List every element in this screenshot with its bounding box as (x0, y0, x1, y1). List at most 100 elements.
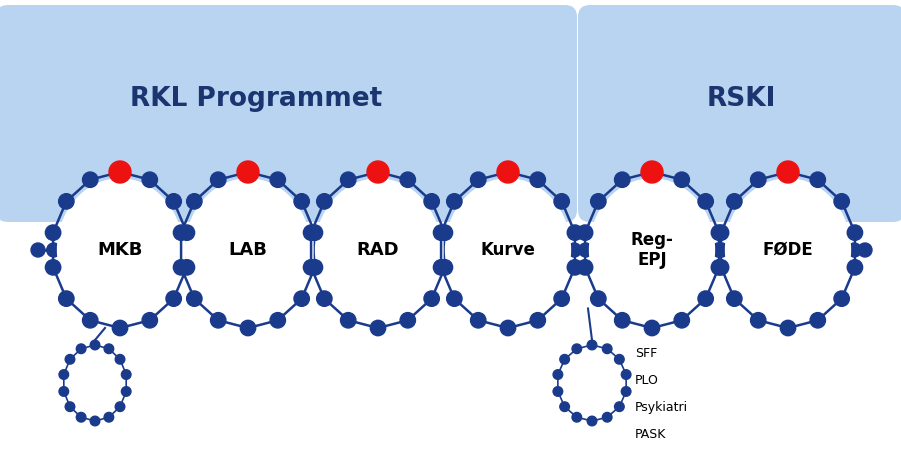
Circle shape (241, 164, 256, 179)
Circle shape (711, 259, 726, 275)
Circle shape (591, 193, 606, 209)
Circle shape (603, 344, 612, 353)
Text: MKB: MKB (97, 241, 142, 259)
Ellipse shape (185, 178, 311, 322)
Circle shape (560, 354, 569, 364)
Circle shape (644, 320, 660, 336)
Circle shape (316, 193, 332, 209)
Circle shape (115, 402, 125, 412)
Circle shape (834, 193, 850, 209)
Circle shape (31, 243, 45, 257)
Text: RSKI: RSKI (706, 86, 776, 112)
Circle shape (307, 259, 323, 275)
Circle shape (858, 243, 872, 257)
Circle shape (530, 312, 545, 328)
Circle shape (711, 225, 726, 240)
Circle shape (341, 312, 356, 328)
Circle shape (530, 172, 545, 187)
Circle shape (47, 243, 60, 257)
Text: Reg-
EPJ: Reg- EPJ (631, 231, 673, 269)
Circle shape (834, 291, 850, 306)
Circle shape (847, 225, 862, 240)
Circle shape (470, 172, 486, 187)
Circle shape (166, 193, 181, 209)
Circle shape (553, 370, 563, 379)
Circle shape (307, 225, 323, 240)
Circle shape (674, 312, 689, 328)
Text: PASK: PASK (635, 427, 667, 440)
Circle shape (726, 193, 742, 209)
Circle shape (294, 193, 309, 209)
Ellipse shape (67, 350, 123, 417)
Circle shape (568, 225, 583, 240)
Circle shape (711, 243, 725, 257)
Circle shape (714, 243, 729, 257)
Circle shape (847, 243, 861, 257)
Circle shape (122, 387, 131, 396)
Circle shape (554, 193, 569, 209)
Circle shape (166, 291, 181, 306)
Circle shape (83, 172, 98, 187)
Text: RKL Programmet: RKL Programmet (131, 86, 383, 112)
Circle shape (142, 172, 158, 187)
Circle shape (644, 164, 660, 179)
Circle shape (777, 161, 799, 183)
Circle shape (751, 312, 766, 328)
Circle shape (179, 225, 195, 240)
Circle shape (437, 225, 452, 240)
Circle shape (105, 344, 114, 353)
Circle shape (316, 291, 332, 306)
Circle shape (603, 412, 612, 422)
Circle shape (65, 402, 75, 412)
Circle shape (698, 291, 714, 306)
Circle shape (173, 225, 189, 240)
Circle shape (497, 161, 519, 183)
Circle shape (714, 259, 729, 275)
Circle shape (142, 312, 158, 328)
Circle shape (304, 225, 319, 240)
Circle shape (568, 243, 581, 257)
Circle shape (115, 354, 125, 364)
Circle shape (433, 259, 449, 275)
Circle shape (847, 259, 862, 275)
Circle shape (45, 225, 60, 240)
Circle shape (622, 370, 631, 379)
Text: RAD: RAD (357, 241, 399, 259)
Circle shape (370, 320, 386, 336)
Circle shape (714, 225, 729, 240)
Circle shape (179, 259, 195, 275)
Circle shape (90, 416, 100, 426)
Circle shape (614, 172, 630, 187)
Text: Kurve: Kurve (480, 241, 535, 259)
Ellipse shape (589, 178, 715, 322)
Circle shape (447, 193, 462, 209)
Circle shape (447, 291, 462, 306)
Circle shape (578, 225, 593, 240)
Circle shape (122, 370, 131, 379)
Circle shape (304, 259, 319, 275)
Circle shape (90, 340, 100, 350)
Circle shape (424, 193, 440, 209)
Circle shape (65, 354, 75, 364)
Circle shape (211, 172, 226, 187)
Circle shape (572, 344, 582, 353)
Circle shape (554, 291, 569, 306)
Ellipse shape (561, 350, 623, 417)
Circle shape (105, 412, 114, 422)
Circle shape (294, 291, 309, 306)
Circle shape (45, 259, 60, 275)
Circle shape (341, 172, 356, 187)
Circle shape (270, 312, 286, 328)
Circle shape (59, 370, 68, 379)
Circle shape (241, 320, 256, 336)
Circle shape (187, 291, 202, 306)
Circle shape (113, 320, 128, 336)
Circle shape (400, 172, 415, 187)
Circle shape (113, 164, 128, 179)
Circle shape (433, 225, 449, 240)
Circle shape (780, 164, 796, 179)
Circle shape (77, 412, 86, 422)
FancyBboxPatch shape (578, 5, 901, 222)
Circle shape (614, 402, 624, 412)
Text: Psykiatri: Psykiatri (635, 400, 688, 413)
